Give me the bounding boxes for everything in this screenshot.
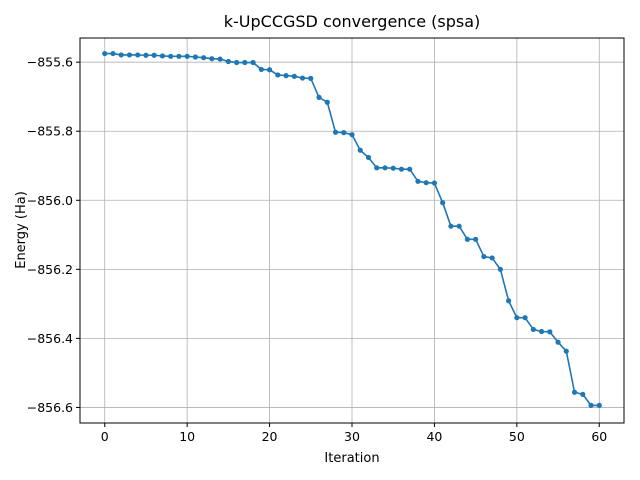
series-energy bbox=[102, 50, 602, 408]
data-point bbox=[209, 56, 215, 62]
data-point bbox=[473, 236, 479, 242]
data-point bbox=[571, 389, 578, 395]
data-point bbox=[580, 391, 586, 397]
data-point bbox=[201, 55, 207, 61]
data-point bbox=[440, 200, 446, 206]
data-point bbox=[563, 348, 569, 354]
y-tick-label: −855.6 bbox=[27, 55, 73, 70]
data-point bbox=[275, 72, 281, 78]
data-point bbox=[242, 59, 248, 66]
data-point bbox=[266, 67, 273, 73]
data-point bbox=[234, 59, 240, 66]
data-point bbox=[332, 129, 339, 135]
data-point bbox=[192, 54, 198, 60]
data-point bbox=[365, 154, 372, 161]
data-point bbox=[217, 56, 223, 62]
data-point bbox=[407, 166, 413, 172]
data-point bbox=[530, 326, 536, 333]
data-point bbox=[456, 223, 462, 229]
data-point bbox=[522, 315, 528, 321]
data-point bbox=[357, 147, 363, 153]
data-point bbox=[110, 50, 116, 57]
data-point bbox=[489, 255, 495, 261]
data-point bbox=[538, 328, 545, 335]
data-point bbox=[506, 298, 512, 304]
grid-lines bbox=[80, 38, 624, 423]
data-point bbox=[588, 402, 594, 408]
y-ticks: −856.6 −856.4 −856.2 −856.0 −855.8 −855.6 bbox=[27, 55, 80, 415]
data-point bbox=[324, 99, 330, 105]
x-tick-label: 0 bbox=[101, 429, 109, 444]
data-point bbox=[151, 52, 157, 58]
data-point bbox=[316, 94, 322, 100]
data-point bbox=[168, 53, 174, 59]
chart-title: k-UpCCGSD convergence (spsa) bbox=[224, 12, 481, 31]
data-point bbox=[308, 75, 314, 81]
data-point bbox=[374, 165, 380, 171]
y-tick-label: −856.0 bbox=[27, 193, 73, 208]
data-point bbox=[258, 66, 264, 73]
data-point bbox=[431, 180, 438, 186]
data-point bbox=[102, 50, 108, 57]
x-ticks: 0 10 20 30 40 50 60 bbox=[101, 423, 607, 444]
data-point bbox=[547, 329, 553, 335]
data-point bbox=[299, 75, 306, 81]
data-point bbox=[283, 73, 289, 79]
x-tick-label: 50 bbox=[509, 429, 525, 444]
data-point bbox=[514, 315, 520, 321]
y-axis-label: Energy (Ha) bbox=[14, 191, 29, 269]
y-tick-label: −856.6 bbox=[27, 400, 73, 415]
data-point bbox=[448, 223, 454, 229]
data-point bbox=[423, 180, 429, 186]
data-point bbox=[341, 130, 347, 136]
data-point bbox=[143, 52, 149, 58]
data-point bbox=[398, 166, 405, 172]
data-point bbox=[481, 253, 487, 260]
data-point bbox=[464, 236, 470, 242]
data-point bbox=[118, 52, 124, 58]
x-tick-label: 30 bbox=[344, 429, 360, 444]
data-point bbox=[390, 165, 396, 171]
y-tick-label: −855.8 bbox=[27, 124, 73, 139]
data-point bbox=[555, 339, 561, 345]
data-point bbox=[250, 59, 256, 66]
data-point bbox=[225, 58, 231, 65]
data-point bbox=[497, 266, 503, 272]
x-tick-label: 60 bbox=[591, 429, 607, 444]
data-point bbox=[291, 73, 297, 79]
data-point bbox=[184, 53, 190, 59]
y-tick-label: −856.2 bbox=[27, 262, 73, 277]
data-point bbox=[415, 178, 421, 184]
y-tick-label: −856.4 bbox=[27, 331, 73, 346]
data-point bbox=[176, 53, 182, 59]
data-point bbox=[596, 402, 602, 408]
x-axis-label: Iteration bbox=[324, 451, 379, 466]
x-tick-label: 10 bbox=[179, 429, 195, 444]
x-tick-label: 40 bbox=[426, 429, 442, 444]
data-point bbox=[126, 52, 133, 58]
data-point bbox=[349, 132, 355, 138]
x-tick-label: 20 bbox=[262, 429, 278, 444]
data-point bbox=[159, 53, 166, 59]
data-point bbox=[135, 52, 141, 58]
data-point bbox=[382, 165, 388, 171]
